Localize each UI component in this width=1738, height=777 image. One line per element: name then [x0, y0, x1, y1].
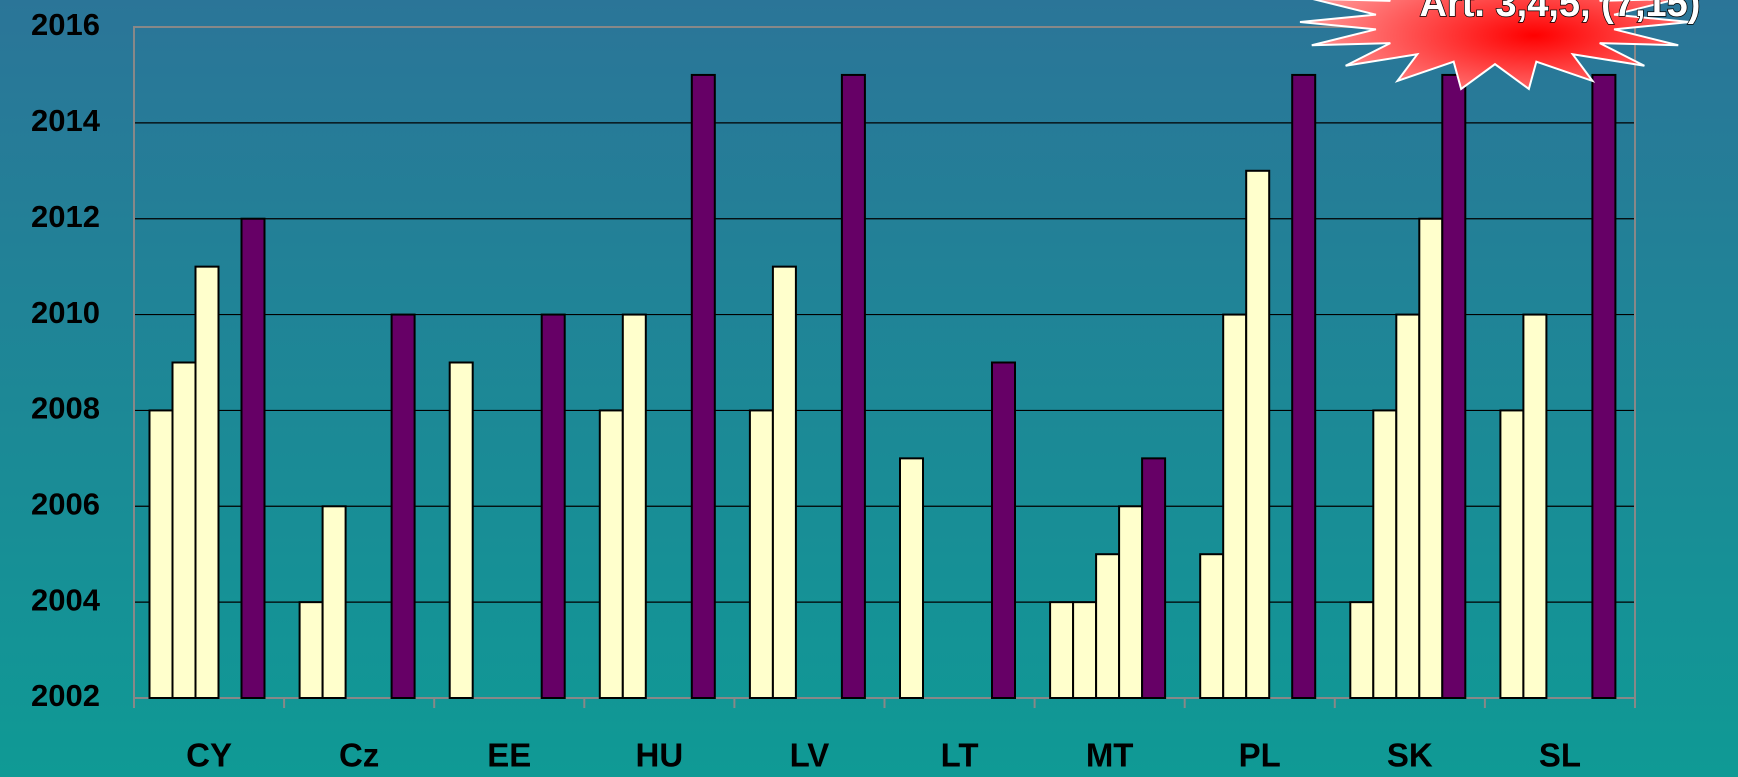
bar: [771, 265, 797, 699]
bar: [1499, 409, 1525, 699]
bar: [148, 409, 174, 699]
x-tick-label: LT: [941, 737, 979, 774]
bar: [194, 265, 220, 699]
bar: [1349, 601, 1375, 700]
bar: [840, 73, 866, 699]
bar: [1049, 601, 1075, 700]
bar: [1245, 169, 1271, 700]
bar: [1591, 73, 1617, 699]
x-tick-label: CY: [186, 737, 232, 774]
bar: [1522, 313, 1548, 699]
bar: [991, 361, 1016, 699]
y-tick-label: 2004: [31, 582, 101, 617]
x-tick-label: SK: [1387, 737, 1433, 774]
bar: [390, 313, 416, 699]
x-tick-label: SL: [1539, 737, 1581, 774]
bar: [171, 361, 197, 699]
bar: [321, 505, 347, 699]
bar: [298, 601, 324, 700]
bar: [1395, 313, 1421, 699]
bar: [448, 361, 474, 699]
annotation-burst: [1299, 0, 1691, 91]
bar: [598, 409, 624, 699]
bar: [1222, 313, 1248, 699]
bar: [1372, 409, 1398, 699]
bar: [1141, 457, 1167, 699]
bar: [1118, 505, 1144, 699]
x-tick-label: EE: [487, 737, 531, 774]
bar: [1418, 217, 1444, 699]
bar: [748, 409, 774, 699]
bar: [240, 217, 266, 699]
x-tick-label: PL: [1239, 737, 1281, 774]
bar: [1441, 73, 1467, 699]
y-tick-label: 2014: [31, 103, 101, 138]
bar: [1072, 601, 1098, 700]
annotation: Art. 3,4,5, (7,15): [1420, 0, 1701, 25]
y-tick-label: 2010: [31, 295, 100, 330]
plot-border: [133, 26, 1636, 698]
y-tick-label: 2012: [31, 199, 100, 234]
y-tick-label: 2016: [31, 7, 100, 42]
bar: [690, 73, 716, 699]
x-tick-label: MT: [1086, 737, 1134, 774]
bar: [621, 313, 647, 699]
bar: [540, 313, 566, 699]
x-tick-label: HU: [636, 737, 684, 774]
bar: [1291, 73, 1317, 699]
bar: [1095, 553, 1121, 700]
y-tick-label: 2006: [31, 486, 100, 521]
bar: [899, 457, 924, 699]
y-tick-label: 2002: [31, 678, 100, 713]
bar: [1199, 553, 1225, 700]
x-tick-label: Cz: [339, 737, 379, 774]
x-tick-label: LV: [790, 737, 830, 774]
y-tick-label: 2008: [31, 391, 100, 426]
